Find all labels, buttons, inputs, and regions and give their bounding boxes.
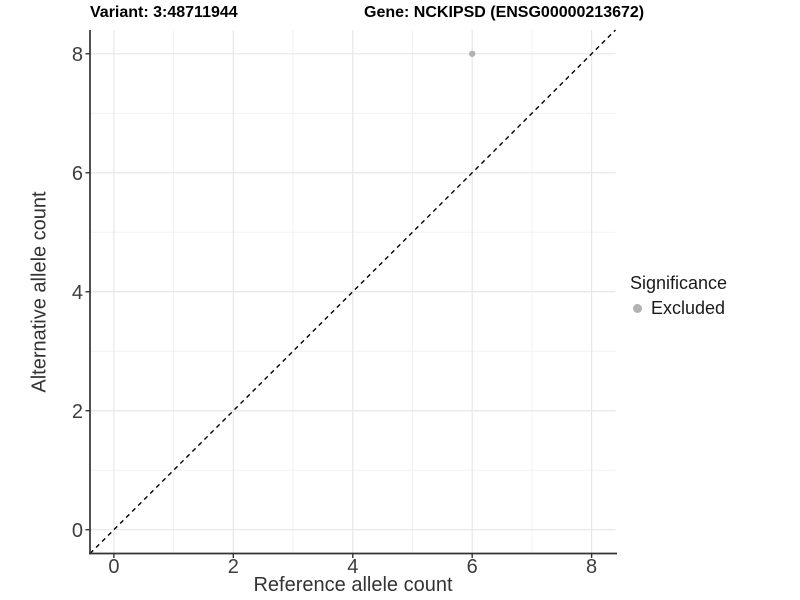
x-tick-label: 6 (467, 556, 478, 578)
legend-item-excluded: Excluded (633, 298, 727, 319)
x-tick-label: 4 (347, 556, 358, 578)
variant-title: Variant: 3:48711944 (90, 4, 238, 21)
y-tick-label: 4 (72, 282, 83, 304)
x-tick-label: 2 (228, 556, 239, 578)
y-tick-label: 8 (72, 44, 83, 66)
y-tick-label: 2 (72, 401, 83, 423)
legend: Significance Excluded (630, 273, 727, 319)
y-tick-label: 6 (72, 163, 83, 185)
legend-item-label: Excluded (651, 298, 726, 318)
legend-point-icon (633, 304, 642, 313)
x-axis-title: Reference allele count (253, 574, 453, 596)
y-tick-label: 0 (72, 520, 83, 542)
x-tick-label: 0 (108, 556, 119, 578)
x-tick-label: 8 (586, 556, 597, 578)
legend-title: Significance (630, 273, 728, 293)
data-point (468, 50, 476, 57)
gene-title: Gene: NCKIPSD (ENSG00000213672) (364, 4, 645, 21)
